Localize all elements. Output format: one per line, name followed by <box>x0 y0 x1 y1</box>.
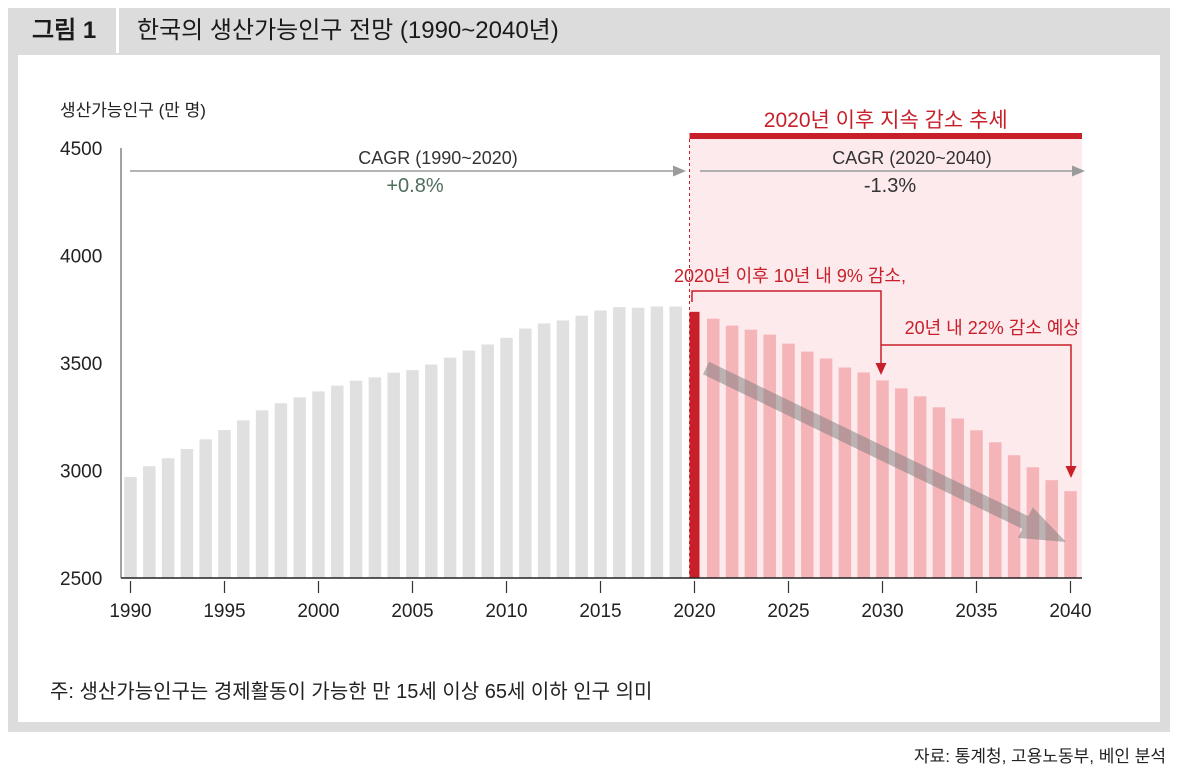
decline-10y-bracket <box>691 290 882 365</box>
axis-ticks: 2500 3000 3500 4000 4500 1990 1995 2000 2005 2010… <box>60 139 1092 622</box>
bar-2002 <box>349 380 363 578</box>
y-tick-label-4000: 4000 <box>60 247 102 268</box>
bar-2029 <box>857 372 870 578</box>
cagr-future-label: CAGR (2020~2040) <box>832 148 992 168</box>
bar-2026 <box>801 351 814 578</box>
x-tick-label-2040: 2040 <box>1049 601 1091 622</box>
bar-1997 <box>255 410 269 578</box>
cagr-future-value: -1.3% <box>864 175 916 197</box>
bar-2007 <box>443 357 457 578</box>
decline-20y-arrowhead <box>1065 466 1077 478</box>
header-divider <box>116 8 119 53</box>
y-tick-label-3500: 3500 <box>60 354 102 375</box>
bar-2040 <box>1064 491 1077 578</box>
figure-header: 그림 1 한국의 생산가능인구 전망 (1990~2040년) <box>8 8 1170 53</box>
bar-2028 <box>838 367 852 578</box>
decline-10y-label: 2020년 이후 10년 내 9% 감소, <box>674 266 906 286</box>
bar-2030 <box>876 380 889 578</box>
highlight-label: 2020년 이후 지속 감소 추세 <box>764 109 1008 132</box>
bar-1993 <box>180 449 194 578</box>
bar-2027 <box>819 358 833 578</box>
x-tick-label-2030: 2030 <box>861 601 903 622</box>
bar-2020 <box>689 311 700 578</box>
bar-2018 <box>650 306 664 578</box>
bar-1991 <box>143 466 156 578</box>
bar-1992 <box>161 458 175 578</box>
bar-2031 <box>895 388 908 578</box>
bar-1999 <box>293 397 306 578</box>
decline-10y-arrowhead <box>875 363 887 375</box>
bar-2014 <box>575 315 588 578</box>
source-note: 자료: 통계청, 고용노동부, 베인 분석 <box>913 747 1166 766</box>
y-tick-label-3000: 3000 <box>60 462 102 483</box>
cagr-past-label: CAGR (1990~2020) <box>358 148 518 168</box>
y-tick-label-2500: 2500 <box>60 569 102 590</box>
bar-2008 <box>462 350 476 578</box>
bar-2005 <box>406 370 419 578</box>
bar-2012 <box>537 323 551 578</box>
x-tick-label-2010: 2010 <box>485 601 527 622</box>
decline-20y-label: 20년 내 22% 감소 예상 <box>905 318 1080 338</box>
cagr-past-value: +0.8% <box>386 175 443 197</box>
figure-label: 그림 1 <box>32 17 97 44</box>
bar-2003 <box>368 377 382 578</box>
footnote: 주: 생산가능인구는 경제활동이 가능한 만 15세 이상 65세 이하 인구 … <box>50 681 653 703</box>
y-axis-title: 생산가능인구 (만 명) <box>60 101 206 120</box>
bar-2033 <box>932 407 946 578</box>
projection-header-bar <box>689 133 1082 139</box>
bar-2024 <box>763 334 776 578</box>
x-tick-label-2020: 2020 <box>673 601 715 622</box>
bar-1995 <box>218 430 231 578</box>
x-tick-label-1995: 1995 <box>203 601 245 622</box>
bar-2032 <box>913 396 927 578</box>
bar-2001 <box>331 385 344 578</box>
bar-1990 <box>124 476 137 578</box>
bar-2006 <box>425 364 438 578</box>
figure-title: 한국의 생산가능인구 전망 (1990~2040년) <box>137 17 559 44</box>
x-tick-label-2025: 2025 <box>767 601 809 622</box>
bar-1996 <box>237 420 250 578</box>
bar-1994 <box>199 439 212 578</box>
bar-2004 <box>387 372 400 578</box>
bar-2016 <box>613 307 626 578</box>
bar-2015 <box>594 310 607 578</box>
bar-2017 <box>631 307 645 578</box>
x-tick-label-1990: 1990 <box>109 601 151 622</box>
bar-2025 <box>782 343 795 578</box>
decline-20y-bracket <box>881 344 1072 468</box>
bar-2010 <box>500 337 513 578</box>
cagr-past-arrowhead <box>673 165 686 177</box>
trend-arrow <box>703 361 1066 542</box>
bar-2011 <box>519 328 532 578</box>
x-tick-label-2000: 2000 <box>297 601 339 622</box>
y-tick-label-4500: 4500 <box>60 139 102 160</box>
bar-2013 <box>556 320 570 578</box>
bar-2022 <box>725 325 739 578</box>
bar-2009 <box>481 344 494 578</box>
bar-1998 <box>274 403 288 578</box>
x-tick-label-2035: 2035 <box>955 601 997 622</box>
bar-2023 <box>744 329 758 578</box>
x-tick-label-2005: 2005 <box>391 601 433 622</box>
bar-2021 <box>707 318 720 578</box>
bar-2000 <box>312 391 325 578</box>
cagr-future-arrowhead <box>1072 165 1085 177</box>
bar-2034 <box>951 418 964 578</box>
x-tick-label-2015: 2015 <box>579 601 621 622</box>
bar-2019 <box>669 306 682 578</box>
